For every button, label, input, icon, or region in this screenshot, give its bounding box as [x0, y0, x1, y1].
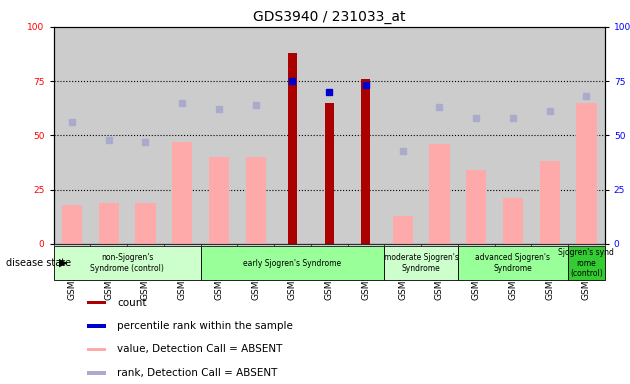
Bar — [127, 27, 164, 244]
Bar — [531, 244, 568, 246]
Bar — [54, 27, 90, 244]
Bar — [209, 157, 229, 244]
Bar — [172, 142, 192, 244]
Bar — [288, 53, 297, 244]
Bar — [127, 244, 164, 246]
Bar — [274, 27, 311, 244]
Bar — [135, 203, 156, 244]
Bar — [531, 27, 568, 244]
Bar — [392, 216, 413, 244]
Bar — [495, 244, 531, 246]
Bar — [246, 157, 266, 244]
Bar — [54, 244, 90, 246]
Bar — [164, 244, 200, 246]
Bar — [200, 27, 238, 244]
Bar — [54, 246, 200, 280]
Bar — [200, 244, 238, 246]
Text: moderate Sjogren's
Syndrome: moderate Sjogren's Syndrome — [384, 253, 459, 273]
Bar — [466, 170, 486, 244]
Bar — [238, 244, 274, 246]
Text: percentile rank within the sample: percentile rank within the sample — [117, 321, 293, 331]
Bar — [495, 27, 531, 244]
Bar — [274, 244, 311, 246]
Bar — [458, 244, 495, 246]
Bar — [90, 27, 127, 244]
Bar — [87, 324, 106, 328]
Bar — [568, 246, 605, 280]
Bar — [87, 301, 106, 305]
Bar — [362, 79, 370, 244]
Bar — [238, 27, 274, 244]
Bar — [311, 27, 348, 244]
Bar — [311, 244, 348, 246]
Bar — [164, 27, 200, 244]
Text: Sjogren's synd
rome
(control): Sjogren's synd rome (control) — [558, 248, 614, 278]
Text: non-Sjogren's
Syndrome (control): non-Sjogren's Syndrome (control) — [90, 253, 164, 273]
Bar — [384, 27, 421, 244]
Bar — [200, 246, 384, 280]
Bar — [62, 205, 82, 244]
Bar — [348, 27, 384, 244]
Text: ▶: ▶ — [59, 258, 67, 268]
Bar — [384, 244, 421, 246]
Bar — [539, 161, 560, 244]
Text: early Sjogren's Syndrome: early Sjogren's Syndrome — [243, 258, 341, 268]
Bar — [568, 27, 605, 244]
Text: rank, Detection Call = ABSENT: rank, Detection Call = ABSENT — [117, 368, 277, 378]
Text: value, Detection Call = ABSENT: value, Detection Call = ABSENT — [117, 344, 282, 354]
Bar — [90, 244, 127, 246]
Bar — [458, 27, 495, 244]
Bar — [576, 103, 597, 244]
Text: disease state: disease state — [6, 258, 71, 268]
Bar — [324, 103, 334, 244]
Bar — [458, 246, 568, 280]
Bar — [503, 198, 523, 244]
Bar — [87, 371, 106, 374]
Bar — [384, 246, 458, 280]
Text: count: count — [117, 298, 146, 308]
Bar — [98, 203, 119, 244]
Bar — [421, 27, 458, 244]
Bar — [568, 244, 605, 246]
Bar — [348, 244, 384, 246]
Bar — [421, 244, 458, 246]
Bar — [429, 144, 450, 244]
Text: advanced Sjogren's
Syndrome: advanced Sjogren's Syndrome — [476, 253, 551, 273]
Title: GDS3940 / 231033_at: GDS3940 / 231033_at — [253, 10, 406, 25]
Bar — [87, 348, 106, 351]
